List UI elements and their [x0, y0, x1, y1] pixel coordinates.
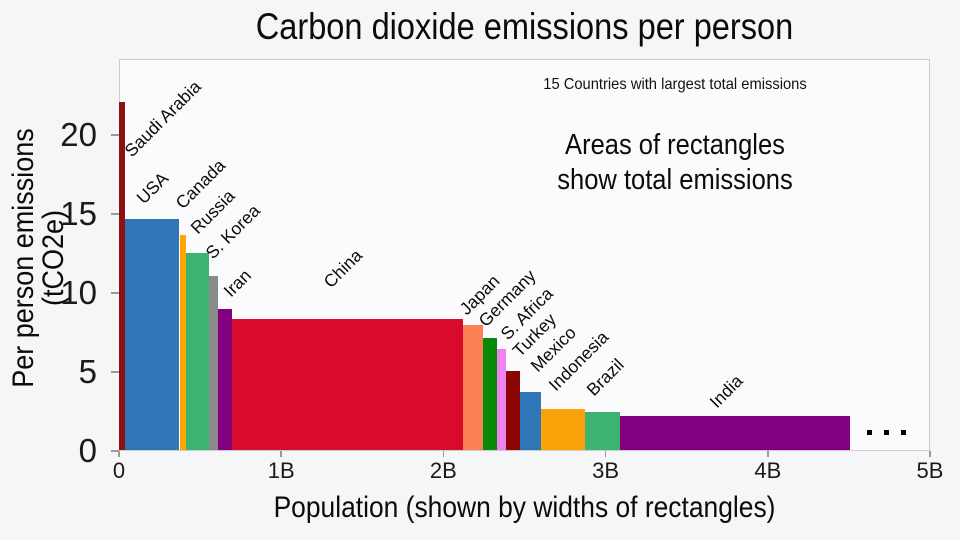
subtitle-note: 15 Countries with largest total emission… [543, 76, 807, 93]
bar-china [231, 318, 464, 450]
x-tick-label-1B: 1B [267, 458, 295, 483]
bar-iran [217, 309, 232, 450]
area-note-line1: Areas of rectangles [565, 129, 785, 161]
bar-saudi-arabia [119, 102, 125, 450]
x-tick-0 [118, 451, 120, 457]
x-tick-label-4B: 4B [754, 458, 782, 483]
bar-germany [483, 337, 497, 450]
y-tick-15 [111, 213, 119, 215]
x-tick-label-2B: 2B [429, 458, 457, 483]
x-tick-4B [767, 451, 769, 457]
bar-japan [463, 325, 484, 450]
bar-canada [179, 235, 186, 450]
y-tick-label-15: 15 [60, 195, 97, 232]
x-tick-label-5B: 5B [916, 458, 944, 483]
ellipsis [867, 430, 906, 435]
x-tick-label-3B: 3B [592, 458, 620, 483]
y-tick-label-20: 20 [60, 116, 97, 153]
ellipsis-dot [867, 430, 872, 435]
x-tick-5B [929, 451, 931, 457]
y-tick-label-10: 10 [60, 274, 97, 311]
bar-usa [124, 219, 180, 450]
y-tick-label-5: 5 [78, 353, 97, 390]
area-note-line2: show total emissions [557, 164, 793, 196]
y-tick-label-0: 0 [78, 432, 97, 469]
ellipsis-dot [884, 430, 889, 435]
bar-indonesia [540, 408, 586, 450]
y-tick-0 [111, 450, 119, 452]
area-note: Areas of rectangles show total emissions [499, 128, 851, 198]
y-tick-20 [111, 134, 119, 136]
y-tick-5 [111, 371, 119, 373]
x-tick-1B [280, 451, 282, 457]
bar-india [620, 416, 851, 450]
bar-mexico [520, 391, 541, 450]
x-tick-2B [442, 451, 445, 457]
ellipsis-dot [901, 430, 906, 435]
bar-turkey [506, 371, 521, 450]
bar-s-africa [496, 348, 507, 450]
y-tick-10 [111, 292, 119, 294]
x-axis-label: Population (shown by widths of rectangle… [273, 491, 776, 524]
x-tick-3B [604, 451, 607, 457]
bar-russia [185, 252, 210, 450]
bar-brazil [585, 412, 621, 450]
chart-title: Carbon dioxide emissions per person [255, 6, 794, 47]
bar-s-korea [209, 276, 218, 450]
x-tick-label-0: 0 [112, 458, 126, 483]
